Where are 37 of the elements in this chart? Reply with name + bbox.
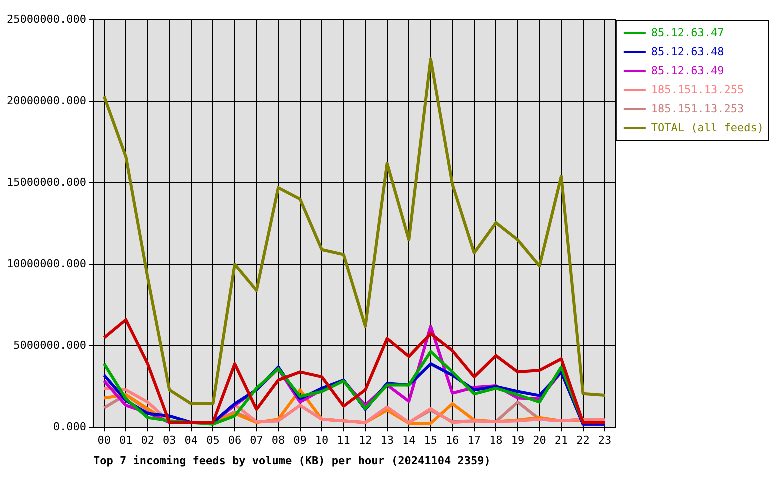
y-tick-label: 25000000.000: [6, 12, 86, 26]
x-tick-label: 02: [141, 434, 155, 448]
x-tick-label: 16: [446, 434, 460, 448]
x-tick-label: 12: [358, 434, 372, 448]
x-tick-label: 11: [337, 434, 350, 448]
x-tick-label: 18: [490, 434, 503, 448]
x-tick-label: 06: [228, 434, 242, 448]
legend-label: 85.12.63.48: [651, 45, 724, 58]
x-tick-label: 08: [272, 434, 286, 448]
y-tick-label: 20000000.000: [6, 94, 86, 108]
x-tick-label: 01: [120, 434, 133, 448]
legend-label: 85.12.63.47: [651, 26, 724, 40]
x-tick-label: 05: [206, 434, 220, 448]
x-tick-label: 00: [98, 434, 111, 448]
y-tick-label: 15000000.000: [6, 176, 86, 189]
y-tick-label: 10000000.000: [6, 257, 86, 270]
x-tick-label: 15: [424, 434, 438, 448]
y-tick-label: 0.000: [53, 420, 86, 434]
legend-label: 185.151.13.253: [651, 102, 744, 116]
x-tick-label: 21: [554, 434, 568, 448]
x-tick-label: 07: [250, 434, 264, 448]
x-tick-label: 03: [163, 434, 176, 448]
x-tick-label: 20: [533, 434, 546, 448]
x-axis-title: Top 7 incoming feeds by volume (KB) per hour (20241104 2359): [93, 454, 491, 468]
x-tick-label: 04: [184, 434, 198, 448]
x-tick-label: 17: [468, 434, 482, 448]
legend-label: TOTAL (all feeds): [651, 121, 764, 134]
x-tick-label: 19: [511, 434, 525, 448]
x-tick-label: 13: [380, 434, 394, 448]
x-tick-label: 09: [294, 434, 307, 448]
x-tick-label: 10: [315, 434, 329, 448]
legend-label: 85.12.63.49: [651, 64, 724, 78]
x-tick-label: 22: [576, 434, 590, 448]
x-tick-label: 23: [598, 434, 612, 448]
x-tick-label: 14: [402, 434, 416, 448]
y-tick-label: 5000000.000: [14, 338, 86, 352]
legend-label: 185.151.13.255: [651, 83, 744, 96]
